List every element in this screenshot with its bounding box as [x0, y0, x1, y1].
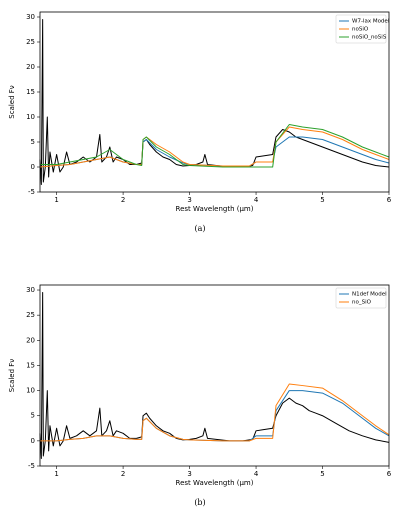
y-tick-label: -5	[28, 188, 35, 196]
x-tick-label: 3	[187, 470, 191, 478]
series-line	[40, 390, 390, 442]
plot-frame	[39, 284, 390, 467]
y-tick-label: 30	[26, 286, 35, 294]
y-tick-label: 15	[26, 361, 35, 369]
legend-label: W7-lax Model	[352, 19, 390, 25]
y-tick-label: -5	[28, 462, 35, 470]
caption: (b)	[194, 498, 205, 507]
x-tick-label: 5	[320, 470, 324, 478]
caption: (a)	[194, 224, 205, 233]
series-line	[40, 124, 390, 168]
y-tick-label: 5	[31, 412, 35, 420]
y-tick-label: 0	[31, 163, 35, 171]
legend-label: noSiO_noSiS	[352, 35, 387, 41]
y-axis-label: Scaled Fν	[8, 85, 16, 119]
x-tick-label: 4	[254, 196, 259, 204]
y-axis-label: Scaled Fν	[8, 359, 16, 393]
x-tick-label: 6	[387, 470, 392, 478]
plot-frame	[39, 11, 390, 193]
y-tick-label: 15	[26, 88, 35, 96]
series-line	[40, 383, 390, 442]
y-tick-label: 10	[26, 113, 35, 121]
x-tick-label: 5	[320, 196, 324, 204]
x-axis-label: Rest Wavelength (μm)	[176, 479, 254, 487]
legend-label: no_SiO	[352, 300, 372, 306]
y-tick-label: 0	[31, 437, 35, 445]
x-axis-label: Rest Wavelength (μm)	[176, 205, 254, 213]
y-tick-label: 20	[26, 336, 35, 344]
y-tick-label: 5	[31, 138, 35, 146]
series-line	[39, 292, 390, 459]
x-tick-label: 1	[54, 470, 58, 478]
y-tick-label: 25	[26, 38, 35, 46]
y-tick-label: 25	[26, 311, 35, 319]
x-tick-label: 2	[121, 196, 125, 204]
legend-label: N1def Model	[352, 292, 387, 298]
series-line	[39, 126, 390, 168]
x-tick-label: 1	[54, 196, 58, 204]
x-tick-label: 6	[387, 196, 392, 204]
y-tick-label: 30	[26, 13, 35, 21]
legend-label: noSiO	[352, 27, 369, 33]
legend-box	[335, 14, 387, 44]
x-tick-label: 3	[187, 196, 191, 204]
series-line	[39, 19, 390, 185]
y-tick-label: 20	[26, 63, 35, 71]
y-tick-label: 10	[26, 387, 35, 395]
legend-box	[335, 287, 387, 309]
x-tick-label: 2	[121, 470, 125, 478]
x-tick-label: 4	[254, 470, 259, 478]
